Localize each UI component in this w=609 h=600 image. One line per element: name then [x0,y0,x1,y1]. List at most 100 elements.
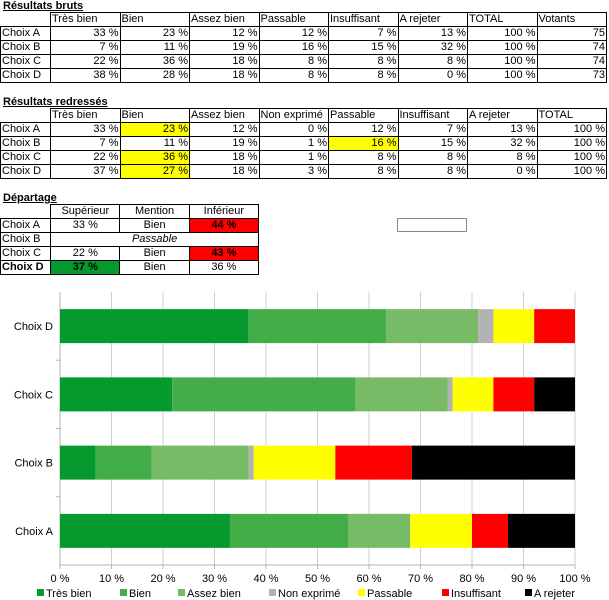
table-cell[interactable]: 8 % [328,164,399,179]
table-cell[interactable]: 33 % [50,26,121,41]
table-cell[interactable]: 18 % [189,68,260,83]
table-cell[interactable]: 8 % [328,54,399,69]
row-label[interactable]: Choix D [0,164,51,179]
table-cell[interactable]: 74 [536,54,607,69]
row-label[interactable]: Choix A [0,218,52,233]
table-cell[interactable]: 18 % [189,54,260,69]
table-cell[interactable]: 16 % [258,40,329,55]
table-cell[interactable]: 28 % [119,68,190,83]
table-cell[interactable]: 23 % [119,122,190,137]
column-header[interactable]: Non exprimé [258,108,329,123]
column-header[interactable]: Inférieur [188,204,260,219]
table-cell[interactable]: 7 % [328,26,399,41]
inferior-cell[interactable]: 43 % [188,246,260,261]
table-cell[interactable]: 22 % [50,54,121,69]
column-header[interactable]: Insuffisant [328,12,399,27]
superior-cell[interactable]: 37 % [50,260,121,275]
table-cell[interactable]: 13 % [397,26,468,41]
table-cell[interactable]: 27 % [119,164,190,179]
table-cell[interactable]: 100 % [467,68,538,83]
table-cell[interactable]: 11 % [119,136,190,151]
row-label[interactable]: Choix C [0,150,51,165]
table-cell[interactable]: 16 % [328,136,399,151]
inferior-cell[interactable]: 44 % [188,218,260,233]
table-cell[interactable]: 73 [536,68,607,83]
table-cell[interactable]: 8 % [397,54,468,69]
column-header[interactable]: Insuffisant [397,108,468,123]
selected-cell[interactable] [397,218,467,232]
table-cell[interactable]: 23 % [119,26,190,41]
table-cell[interactable]: 32 % [467,136,538,151]
table-cell[interactable]: 1 % [258,136,329,151]
row-label[interactable]: Choix B [0,232,52,247]
row-label[interactable]: Choix D [0,68,51,83]
column-header[interactable]: Très bien [50,108,121,123]
table-cell[interactable]: 8 % [258,68,329,83]
row-label[interactable]: Choix A [0,122,51,137]
column-header[interactable]: Assez bien [189,108,260,123]
row-label[interactable]: Choix B [0,136,51,151]
table-cell[interactable]: 0 % [258,122,329,137]
merged-mention-cell[interactable]: Passable [50,232,259,247]
column-header[interactable]: Passable [328,108,399,123]
column-header[interactable]: TOTAL [467,12,538,27]
table-cell[interactable]: 0 % [467,164,538,179]
table-cell[interactable]: 75 [536,26,607,41]
row-label[interactable]: Choix C [0,246,52,261]
table-cell[interactable]: 19 % [189,136,260,151]
table-cell[interactable]: 8 % [258,54,329,69]
column-header[interactable] [0,108,51,123]
column-header[interactable]: TOTAL [536,108,607,123]
table-cell[interactable]: 11 % [119,40,190,55]
table-cell[interactable]: 36 % [119,150,190,165]
table-cell[interactable]: 100 % [536,164,607,179]
table-cell[interactable]: 1 % [258,150,329,165]
table-cell[interactable]: 12 % [258,26,329,41]
table-cell[interactable]: 8 % [397,150,468,165]
table-cell[interactable]: 13 % [467,122,538,137]
table-cell[interactable]: 7 % [50,40,121,55]
table-cell[interactable]: 15 % [328,40,399,55]
column-header[interactable]: A rejeter [397,12,468,27]
table-cell[interactable]: 100 % [536,136,607,151]
table-cell[interactable]: 33 % [50,122,121,137]
table-cell[interactable]: 100 % [467,40,538,55]
table-cell[interactable]: 32 % [397,40,468,55]
column-header[interactable]: Supérieur [50,204,121,219]
row-label[interactable]: Choix B [0,40,51,55]
table-cell[interactable]: 8 % [328,68,399,83]
row-label[interactable]: Choix C [0,54,51,69]
table-cell[interactable]: 12 % [189,122,260,137]
superior-cell[interactable]: 33 % [50,218,121,233]
table-cell[interactable]: 100 % [536,122,607,137]
table-cell[interactable]: 100 % [467,26,538,41]
table-cell[interactable]: 8 % [467,150,538,165]
column-header[interactable]: Mention [119,204,190,219]
table-cell[interactable]: 19 % [189,40,260,55]
row-label[interactable]: Choix A [0,26,51,41]
table-cell[interactable]: 8 % [397,164,468,179]
table-cell[interactable]: 15 % [397,136,468,151]
table-cell[interactable]: 18 % [189,164,260,179]
column-header[interactable]: Passable [258,12,329,27]
column-header[interactable] [0,12,51,27]
mention-cell[interactable]: Bien [119,246,190,261]
column-header[interactable]: A rejeter [467,108,538,123]
table-cell[interactable]: 36 % [119,54,190,69]
mention-cell[interactable]: Bien [119,218,190,233]
mention-cell[interactable]: Bien [119,260,190,275]
table-cell[interactable]: 37 % [50,164,121,179]
table-cell[interactable]: 0 % [397,68,468,83]
row-label[interactable]: Choix D [0,260,52,275]
superior-cell[interactable]: 22 % [50,246,121,261]
table-cell[interactable]: 22 % [50,150,121,165]
column-header[interactable]: Très bien [50,12,121,27]
table-cell[interactable]: 38 % [50,68,121,83]
table-cell[interactable]: 7 % [397,122,468,137]
inferior-cell[interactable]: 36 % [188,260,260,275]
table-cell[interactable]: 12 % [189,26,260,41]
table-cell[interactable]: 100 % [536,150,607,165]
column-header[interactable]: Bien [119,12,190,27]
column-header[interactable]: Assez bien [189,12,260,27]
table-cell[interactable]: 12 % [328,122,399,137]
